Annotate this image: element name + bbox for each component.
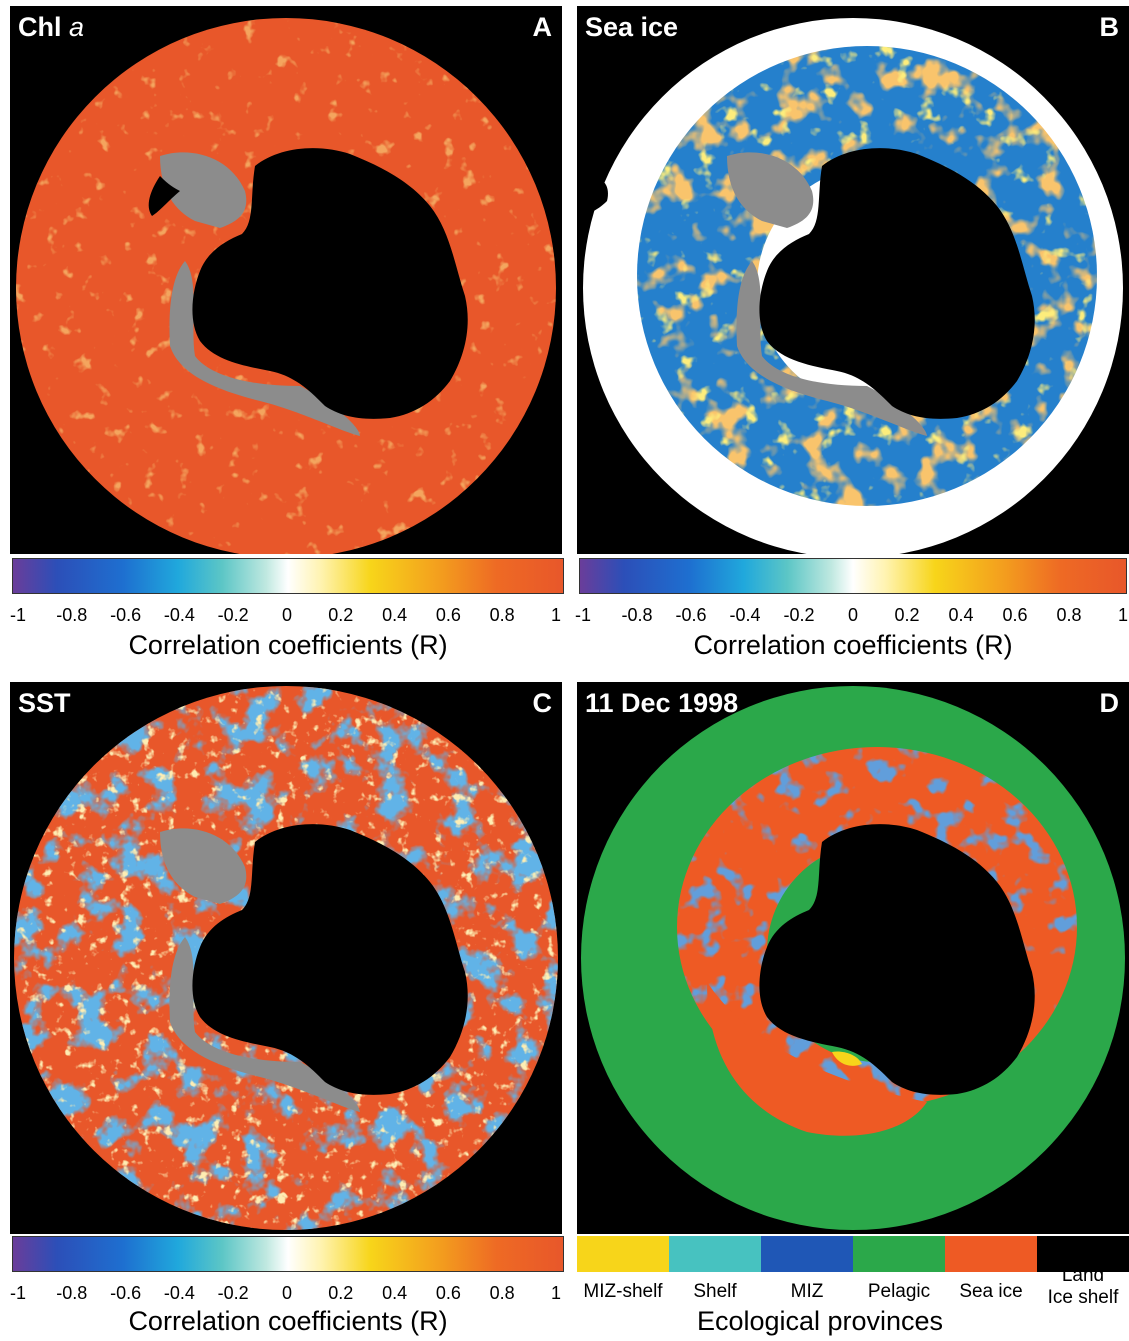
panel-d-provinces: 11 Dec 1998 D	[577, 682, 1129, 1234]
legend-swatch	[577, 1236, 669, 1272]
legend-swatch	[945, 1236, 1037, 1272]
colorbar-tick: -0.2	[217, 605, 249, 625]
panel-a-letter: A	[532, 12, 553, 42]
colorbar-c-label: Correlation coefficients (R)	[128, 1306, 448, 1336]
province-legend-labels: MIZ-shelf Shelf MIZ Pelagic Sea ice Land Ice …	[577, 1265, 1129, 1315]
legend-label: Sea ice	[959, 1281, 1023, 1302]
province-legend	[577, 1236, 1129, 1272]
colorbar-tick: 0.8	[1056, 605, 1082, 625]
panel-c-sst: SST C	[10, 682, 562, 1234]
legend-label: MIZ	[790, 1281, 824, 1302]
colorbar-tick: -1	[9, 605, 27, 625]
colorbar-tick: -0.8	[621, 605, 653, 625]
legend-swatch	[761, 1236, 853, 1272]
colorbar-tick: 0.6	[435, 1283, 461, 1303]
legend-label: MIZ-shelf	[583, 1281, 663, 1302]
colorbar-tick: 0	[281, 1283, 293, 1303]
legend-swatch	[1037, 1236, 1129, 1272]
colorbar-c-ticks: -1 -0.8 -0.6 -0.4 -0.2 0 0.2 0.4 0.6 0.8 1	[10, 1283, 561, 1307]
antarctica	[577, 148, 1035, 436]
province-legend-title: Ecological provinces	[696, 1306, 944, 1336]
colorbar-b-label: Correlation coefficients (R)	[693, 630, 1013, 660]
colorbar-tick: -0.2	[783, 605, 815, 625]
miz-shelf-patch	[832, 1051, 862, 1066]
colorbar-tick: -0.6	[110, 1283, 142, 1303]
colorbar-tick: -0.6	[110, 605, 142, 625]
map-chl	[16, 18, 556, 554]
colorbar-tick: 0	[281, 605, 293, 625]
colorbar-tick: -1	[574, 605, 592, 625]
ice-shelf	[727, 152, 927, 436]
panel-c-letter: C	[532, 688, 553, 718]
colorbar-tick: 1	[550, 1283, 562, 1303]
colorbar-tick: 0.6	[1002, 605, 1028, 625]
colorbar-tick: -0.4	[163, 605, 195, 625]
colorbar-tick: 0.2	[328, 605, 354, 625]
colorbar-tick: 0.4	[948, 605, 974, 625]
panel-c-title: SST	[18, 688, 71, 718]
colorbar-b-ticks: -1 -0.8 -0.6 -0.4 -0.2 0 0.2 0.4 0.6 0.8 1	[575, 605, 1128, 629]
colorbar-tick: -0.8	[56, 1283, 88, 1303]
map-ecological-provinces	[577, 682, 1129, 1234]
legend-swatch	[669, 1236, 761, 1272]
panel-a-title: Chl a	[18, 12, 85, 42]
panel-a-chl: Chl a A	[10, 6, 562, 554]
peninsula	[148, 176, 180, 216]
colorbar-tick: -1	[9, 1283, 27, 1303]
colorbar-tick: 1	[550, 605, 562, 625]
continent	[759, 824, 1035, 1095]
panel-b-title: Sea ice	[585, 12, 679, 42]
legend-label: Land Ice shelf	[1047, 1265, 1119, 1308]
antarctica	[160, 824, 468, 1112]
panel-d-letter: D	[1099, 688, 1120, 718]
colorbar-a	[12, 558, 564, 594]
colorbar-a-label: Correlation coefficients (R)	[128, 630, 448, 660]
colorbar-tick: -0.8	[56, 605, 88, 625]
colorbar-tick: 0.2	[894, 605, 920, 625]
legend-label: Shelf	[693, 1281, 737, 1302]
colorbar-tick: -0.6	[675, 605, 707, 625]
map-sst	[14, 686, 558, 1230]
colorbar-tick: 1	[1117, 605, 1129, 625]
map-sea-ice	[577, 6, 1129, 554]
legend-label: Pelagic	[867, 1281, 931, 1302]
colorbar-tick: 0.4	[382, 1283, 408, 1303]
sea-ice-south	[707, 982, 927, 1136]
continent	[192, 148, 468, 419]
colorbar-tick: 0.2	[328, 1283, 354, 1303]
colorbar-tick: -0.4	[729, 605, 761, 625]
ice-shelf	[160, 828, 360, 1112]
colorbar-tick: 0.8	[489, 1283, 515, 1303]
colorbar-b	[579, 558, 1127, 594]
colorbar-tick: 0.4	[382, 605, 408, 625]
continent	[192, 824, 468, 1095]
colorbar-tick: 0.8	[489, 605, 515, 625]
colorbar-tick: 0.6	[435, 605, 461, 625]
legend-swatch	[853, 1236, 945, 1272]
colorbar-tick: -0.2	[217, 1283, 249, 1303]
antarctica	[759, 824, 1035, 1095]
panel-d-title: 11 Dec 1998	[585, 688, 739, 718]
ice-shelf	[160, 152, 360, 436]
colorbar-c	[12, 1236, 564, 1272]
panel-b-sea-ice: Sea ice B	[577, 6, 1129, 554]
colorbar-tick: 0	[847, 605, 859, 625]
colorbar-a-ticks: -1 -0.8 -0.6 -0.4 -0.2 0 0.2 0.4 0.6 0.8 1	[10, 605, 561, 629]
continent	[759, 148, 1035, 419]
colorbar-tick: -0.4	[163, 1283, 195, 1303]
panel-b-letter: B	[1099, 12, 1120, 42]
antarctica	[148, 148, 468, 436]
